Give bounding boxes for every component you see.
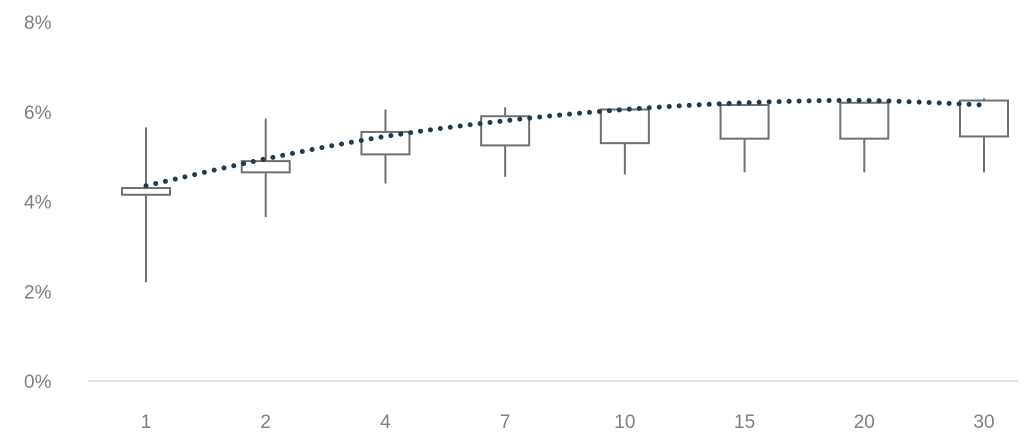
box-item <box>240 118 291 218</box>
x-tick-label: 7 <box>500 412 511 432</box>
x-tick-label: 10 <box>614 412 635 432</box>
box-item <box>839 101 890 173</box>
box-series <box>121 98 1009 283</box>
box-item <box>121 127 171 283</box>
box-rect <box>599 108 650 145</box>
x-axis-ticks: 1 2 4 7 10 15 20 30 <box>141 412 995 432</box>
x-tick-label: 1 <box>141 412 152 432</box>
box-rect <box>719 104 770 140</box>
box-rect <box>240 160 291 174</box>
x-tick-label: 15 <box>734 412 755 432</box>
box-rect <box>959 99 1009 138</box>
x-tick-label: 30 <box>973 412 994 432</box>
box-item <box>599 108 650 175</box>
y-tick-label: 0% <box>24 372 52 393</box>
y-axis-ticks: 0% 2% 4% 6% 8% <box>24 13 52 393</box>
y-tick-label: 6% <box>24 103 52 124</box>
trend-series <box>143 97 987 189</box>
box-item <box>360 109 411 184</box>
box-rect <box>839 101 890 140</box>
y-tick-label: 4% <box>24 193 52 214</box>
box-rect <box>360 130 411 156</box>
x-tick-label: 4 <box>380 412 391 432</box>
x-tick-label: 20 <box>854 412 875 432</box>
box-item <box>480 107 531 177</box>
box-item <box>719 104 770 173</box>
y-tick-label: 2% <box>24 282 52 303</box>
x-tick-label: 2 <box>260 412 271 432</box>
trend-line <box>143 97 987 189</box>
y-tick-label: 8% <box>24 13 52 34</box>
box-item <box>959 98 1009 173</box>
box-rect <box>121 187 171 196</box>
